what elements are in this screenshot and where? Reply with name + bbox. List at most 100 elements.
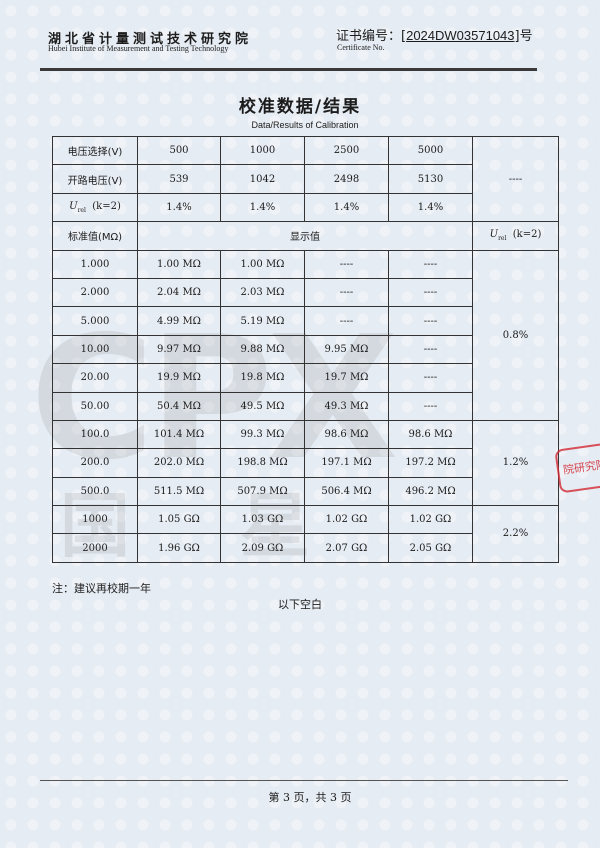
cert-number-value: 2024DW03571043 bbox=[406, 28, 515, 43]
display-value-cell: 202.0 MΩ bbox=[137, 448, 221, 478]
display-value-cell: ---- bbox=[304, 277, 389, 308]
institute-name-en: Hubei Institute of Measurement and Testi… bbox=[48, 44, 229, 53]
display-value-cell: ---- bbox=[388, 249, 473, 279]
display-value-cell: 496.2 MΩ bbox=[388, 476, 473, 507]
std-value-cell: 2.000 bbox=[52, 277, 138, 308]
display-value-cell: 49.3 MΩ bbox=[304, 391, 389, 421]
table-row: 1000 1.05 GΩ 1.03 GΩ 1.02 GΩ 1.02 GΩ 2.2% bbox=[52, 505, 559, 563]
cell: 1.4% bbox=[304, 192, 389, 223]
cell: 539 bbox=[137, 164, 221, 194]
display-value-cell: ---- bbox=[388, 391, 473, 421]
urel-k: (k=2) bbox=[92, 200, 121, 212]
table-row: 5.000 4.99 MΩ 5.19 MΩ ---- ---- bbox=[52, 306, 559, 336]
table-row: 20.00 19.9 MΩ 19.8 MΩ 19.7 MΩ ---- bbox=[52, 363, 559, 393]
display-value-cell: 99.3 MΩ bbox=[220, 419, 305, 450]
cert-suffix: 号 bbox=[519, 29, 533, 44]
cell: 5130 bbox=[388, 164, 473, 194]
table-row: 10.00 9.97 MΩ 9.88 MΩ 9.95 MΩ ---- bbox=[52, 334, 559, 365]
display-value-cell: 511.5 MΩ bbox=[137, 476, 221, 507]
display-value-cell: 1.02 GΩ bbox=[388, 505, 473, 535]
cert-label: 证书编号： bbox=[336, 29, 402, 44]
std-value-cell: 200.0 bbox=[52, 448, 138, 478]
cell: 2500 bbox=[304, 135, 389, 166]
display-value-cell: 197.1 MΩ bbox=[304, 448, 389, 478]
institute-name-cn: 湖北省计量测试技术研究院 bbox=[48, 32, 253, 47]
certificate-number: 证书编号：[2024DW03571043]号 bbox=[336, 28, 533, 44]
cell: 1042 bbox=[220, 164, 305, 194]
red-seal-stamp: 院研究院 bbox=[554, 440, 600, 494]
table-row-open-voltage: 开路电压(V) 539 1042 2498 5130 bbox=[52, 164, 559, 194]
recalibration-note: 注：建议再校期一年 bbox=[52, 582, 151, 595]
display-value-cell: ---- bbox=[388, 363, 473, 393]
std-value-cell: 5.000 bbox=[52, 306, 138, 336]
display-value-cell: 1.03 GΩ bbox=[220, 505, 305, 535]
display-value-cell: 9.95 MΩ bbox=[304, 334, 389, 365]
display-value-cell: 19.9 MΩ bbox=[137, 363, 221, 393]
display-value-cell: 2.04 MΩ bbox=[137, 277, 221, 308]
cell: 1.4% bbox=[388, 192, 473, 223]
cell: 2498 bbox=[304, 164, 389, 194]
table-row: 1.000 1.00 MΩ 1.00 MΩ ---- ---- 0.8% bbox=[52, 249, 559, 421]
display-value-cell: 5.19 MΩ bbox=[220, 306, 305, 336]
display-value-cell: 197.2 MΩ bbox=[388, 448, 473, 478]
urel-group-cell: 2.2% bbox=[472, 505, 559, 563]
display-value-cell: ---- bbox=[304, 306, 389, 336]
blank-below-note: 以下空白 bbox=[278, 598, 322, 611]
display-value-cell: ---- bbox=[388, 306, 473, 336]
cell: 1.4% bbox=[220, 192, 305, 223]
std-value-cell: 1000 bbox=[52, 505, 138, 535]
page-title: 校准数据/结果 bbox=[238, 97, 362, 117]
table-row-urel: Urel (k=2) 1.4% 1.4% 1.4% 1.4% bbox=[52, 192, 559, 223]
open-voltage-label: 开路电压(V) bbox=[52, 164, 138, 194]
footer-divider bbox=[40, 780, 568, 781]
display-value-cell: 2.07 GΩ bbox=[304, 533, 389, 563]
display-value-cell: 1.00 MΩ bbox=[137, 249, 221, 279]
top-right-cell: ---- bbox=[472, 135, 559, 223]
cell: 1000 bbox=[220, 135, 305, 166]
display-value-cell: 19.7 MΩ bbox=[304, 363, 389, 393]
urel-group-cell: 0.8% bbox=[472, 249, 559, 421]
display-value-cell: 198.8 MΩ bbox=[220, 448, 305, 478]
display-value-cell: 2.03 MΩ bbox=[220, 277, 305, 308]
display-value-cell: 1.02 GΩ bbox=[304, 505, 389, 535]
table-row: 2000 1.96 GΩ 2.09 GΩ 2.07 GΩ 2.05 GΩ bbox=[52, 533, 559, 563]
display-value-cell: 4.99 MΩ bbox=[137, 306, 221, 336]
display-value-cell: ---- bbox=[388, 277, 473, 308]
table-row: 50.00 50.4 MΩ 49.5 MΩ 49.3 MΩ ---- bbox=[52, 391, 559, 421]
display-value-cell: 98.6 MΩ bbox=[388, 419, 473, 450]
std-value-header: 标准值(MΩ) bbox=[52, 221, 138, 251]
cell: 5000 bbox=[388, 135, 473, 166]
std-value-cell: 100.0 bbox=[52, 419, 138, 450]
display-value-cell: 507.9 MΩ bbox=[220, 476, 305, 507]
std-value-cell: 500.0 bbox=[52, 476, 138, 507]
std-value-cell: 20.00 bbox=[52, 363, 138, 393]
urel-group-cell: 1.2% bbox=[472, 419, 559, 507]
display-value-header: 显示值 bbox=[137, 221, 473, 251]
display-value-cell: 9.97 MΩ bbox=[137, 334, 221, 365]
display-value-cell: 2.05 GΩ bbox=[388, 533, 473, 563]
table-header-row: 标准值(MΩ) 显示值 Urel (k=2) bbox=[52, 221, 559, 251]
table-row: 100.0 101.4 MΩ 99.3 MΩ 98.6 MΩ 98.6 MΩ 1.2% bbox=[52, 419, 559, 507]
display-value-cell: 506.4 MΩ bbox=[304, 476, 389, 507]
std-value-cell: 10.00 bbox=[52, 334, 138, 365]
display-value-cell: 1.96 GΩ bbox=[137, 533, 221, 563]
display-value-cell: 19.8 MΩ bbox=[220, 363, 305, 393]
header-divider bbox=[40, 68, 537, 71]
urel-col-header: Urel (k=2) bbox=[472, 221, 559, 251]
voltage-label: 电压选择(V) bbox=[52, 135, 138, 166]
page-number: 第 3 页，共 3 页 bbox=[268, 791, 352, 804]
cell: 1.4% bbox=[137, 192, 221, 223]
calibration-table: 电压选择(V) 500 1000 2500 5000 ---- 开路电压(V) … bbox=[52, 135, 559, 563]
table-row-voltage: 电压选择(V) 500 1000 2500 5000 ---- bbox=[52, 135, 559, 223]
display-value-cell: 49.5 MΩ bbox=[220, 391, 305, 421]
display-value-cell: 9.88 MΩ bbox=[220, 334, 305, 365]
std-value-cell: 50.00 bbox=[52, 391, 138, 421]
display-value-cell: 101.4 MΩ bbox=[137, 419, 221, 450]
display-value-cell: 1.00 MΩ bbox=[220, 249, 305, 279]
display-value-cell: 1.05 GΩ bbox=[137, 505, 221, 535]
cell: 500 bbox=[137, 135, 221, 166]
page-subtitle: Data/Results of Calibration bbox=[251, 120, 359, 130]
table-row: 500.0 511.5 MΩ 507.9 MΩ 506.4 MΩ 496.2 MΩ bbox=[52, 476, 559, 507]
urel-label: Urel (k=2) bbox=[52, 192, 138, 223]
display-value-cell: 98.6 MΩ bbox=[304, 419, 389, 450]
